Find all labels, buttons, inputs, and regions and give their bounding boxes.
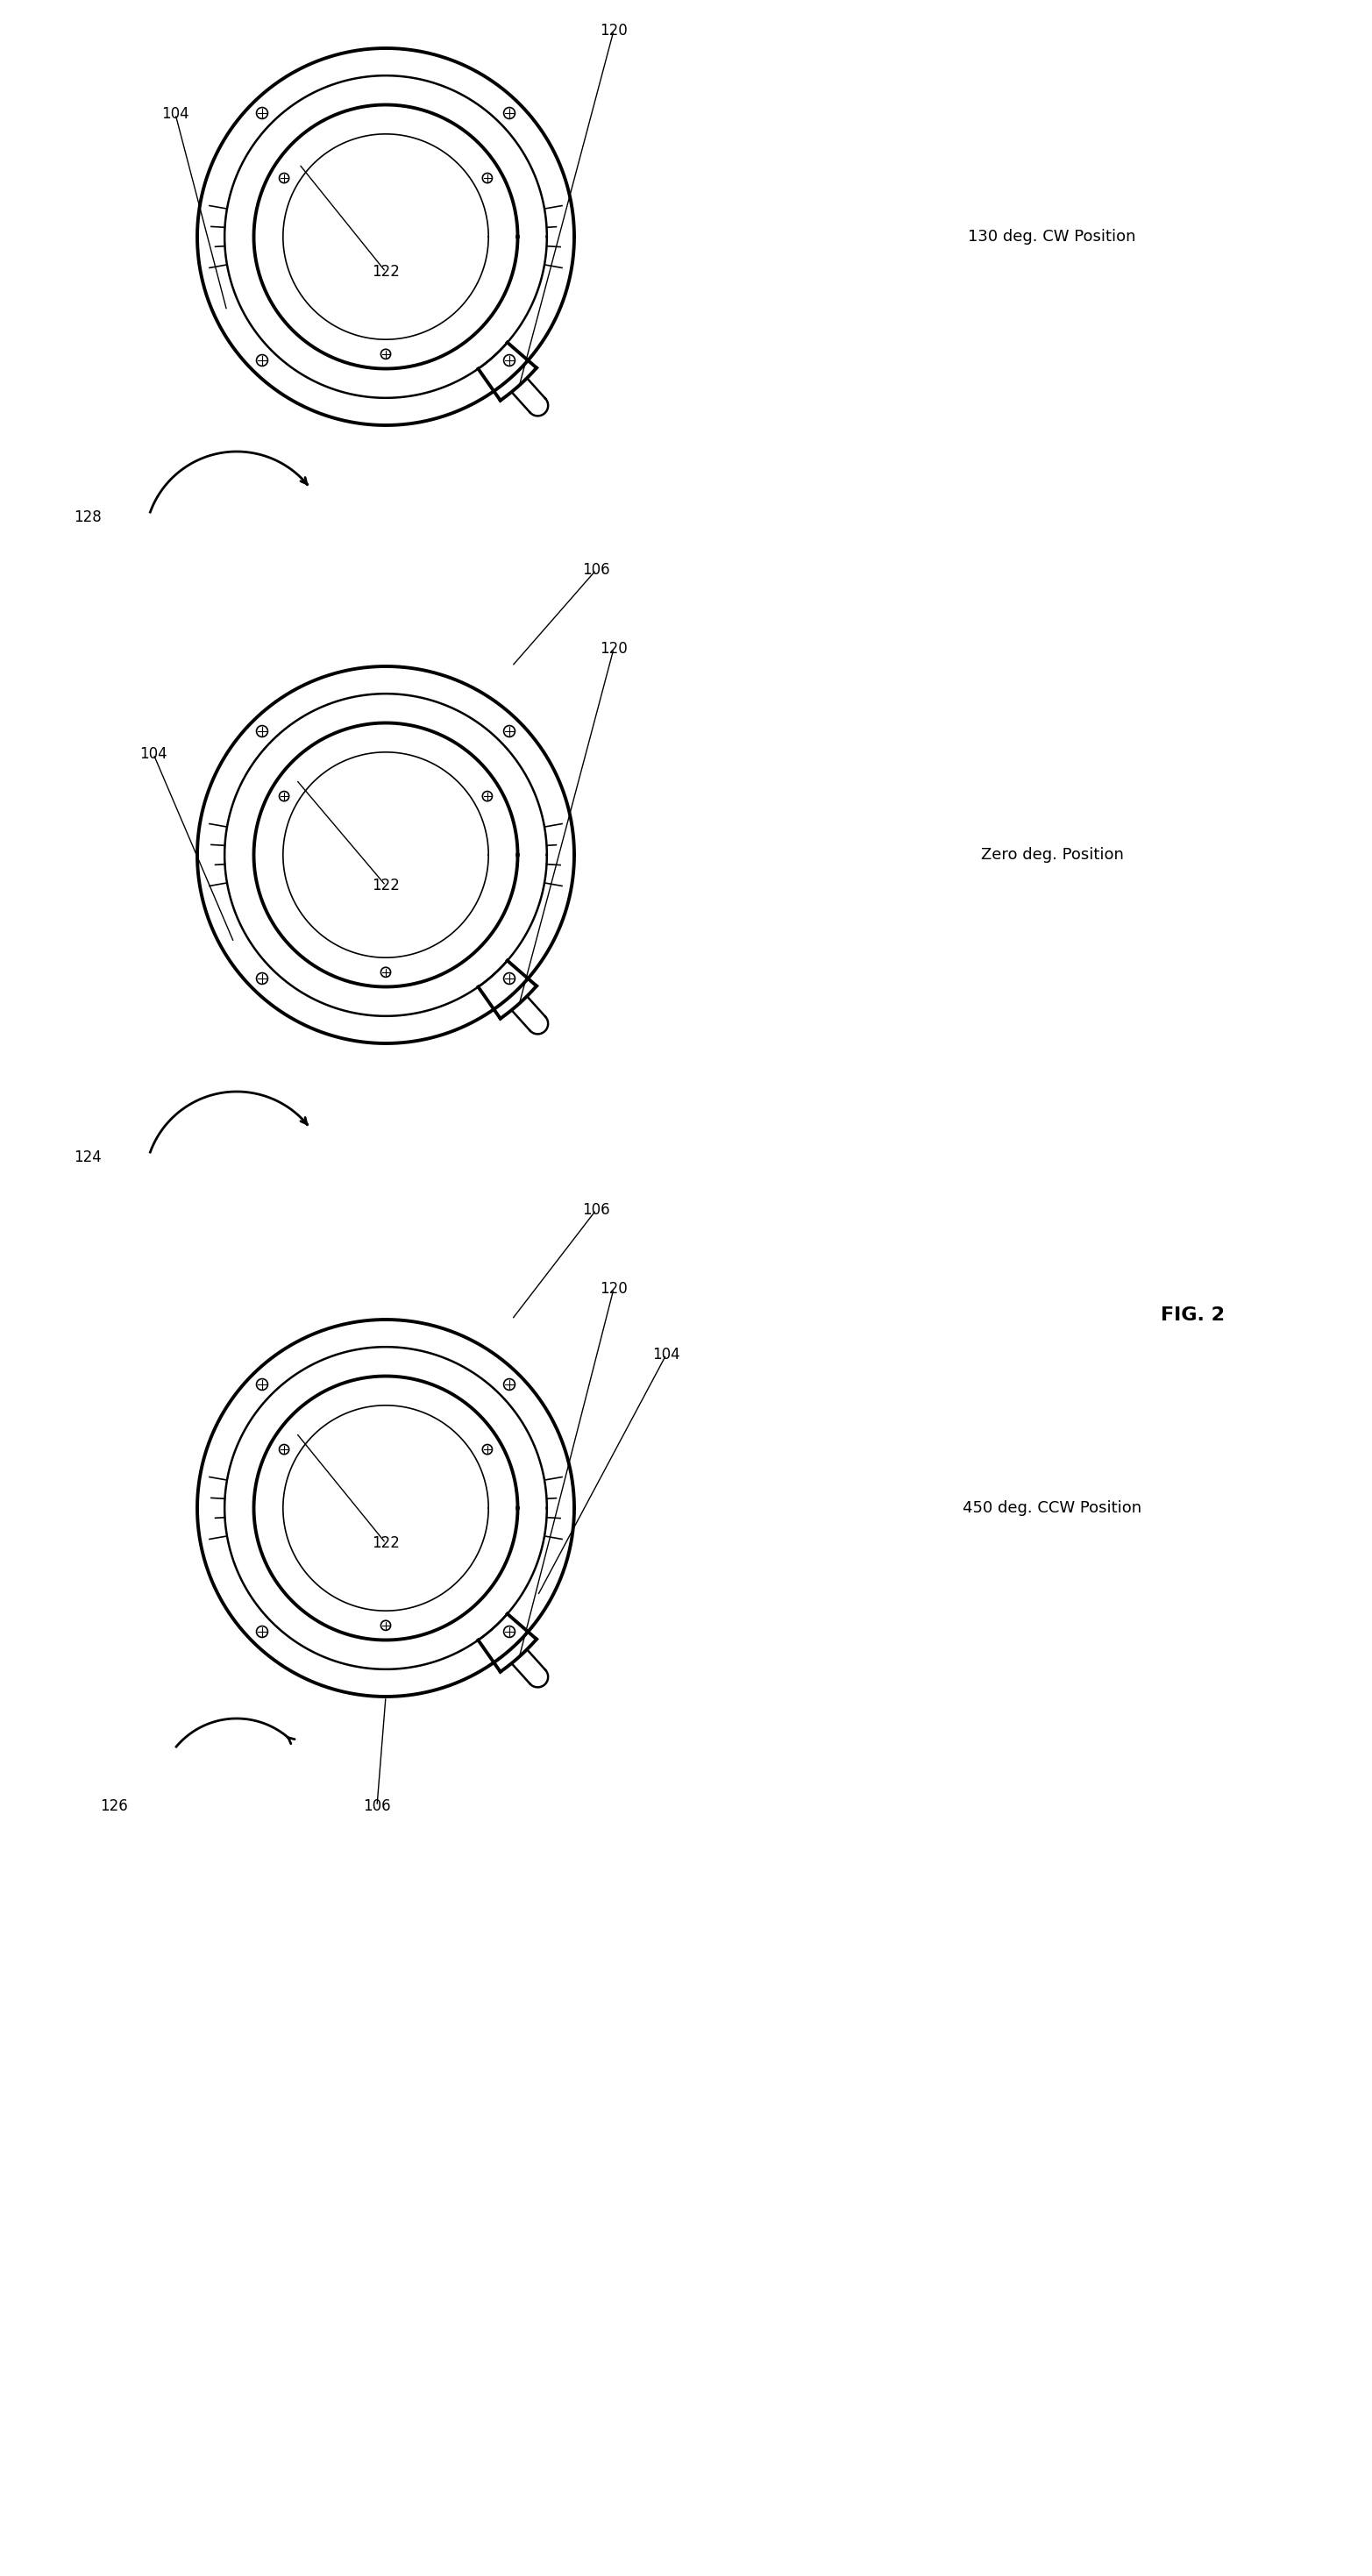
Text: 104: 104 [162, 106, 189, 121]
Text: 122: 122 [372, 263, 399, 281]
Text: 104: 104 [140, 747, 167, 762]
Text: 120: 120 [600, 641, 627, 657]
Text: 122: 122 [372, 878, 399, 894]
Text: 120: 120 [600, 23, 627, 39]
Text: 128: 128 [74, 510, 102, 526]
Text: 106: 106 [364, 1798, 391, 1814]
Text: 106: 106 [582, 1203, 611, 1218]
Text: 126: 126 [100, 1798, 128, 1814]
Text: 120: 120 [600, 1280, 627, 1296]
Text: 106: 106 [582, 562, 611, 577]
Text: 130 deg. CW Position: 130 deg. CW Position [969, 229, 1136, 245]
Text: 124: 124 [74, 1149, 102, 1164]
Text: 104: 104 [653, 1347, 681, 1363]
Text: 450 deg. CCW Position: 450 deg. CCW Position [963, 1499, 1142, 1515]
Text: 122: 122 [372, 1535, 399, 1551]
Text: Zero deg. Position: Zero deg. Position [981, 848, 1124, 863]
Text: FIG. 2: FIG. 2 [1161, 1306, 1224, 1324]
